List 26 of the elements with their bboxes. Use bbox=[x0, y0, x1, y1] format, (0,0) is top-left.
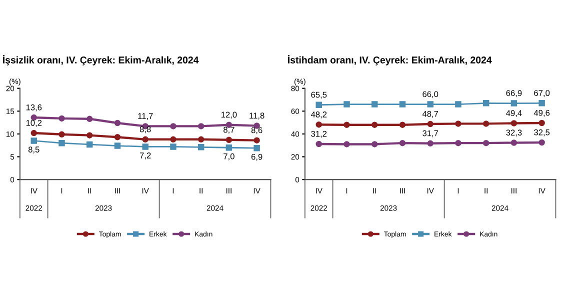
data-label: 48,7 bbox=[422, 110, 438, 118]
data-label: 48,2 bbox=[310, 112, 327, 118]
data-label: 31,7 bbox=[422, 130, 438, 138]
data-label: 8,5 bbox=[28, 146, 40, 154]
data-label: 65,5 bbox=[311, 92, 327, 99]
data-label: 31,2 bbox=[311, 130, 327, 138]
data-label: 32,5 bbox=[534, 129, 550, 136]
data-label: 49,6 bbox=[534, 110, 550, 117]
data-label: 67,0 bbox=[534, 90, 550, 97]
data-label: 11,7 bbox=[138, 113, 153, 120]
data-label: 10,2 bbox=[26, 120, 42, 127]
data-label: 13,6 bbox=[26, 104, 42, 112]
data-label: 66,9 bbox=[506, 90, 522, 98]
data-label: 8,6 bbox=[251, 127, 262, 134]
data-label: 6,9 bbox=[251, 154, 262, 161]
data-label: 11,8 bbox=[250, 112, 264, 120]
data-label: 8,8 bbox=[140, 126, 151, 134]
data-label: 8,7 bbox=[224, 126, 234, 134]
data-label: 7,2 bbox=[140, 152, 151, 160]
data-label: 66,0 bbox=[422, 91, 438, 98]
chart-title: İşsizlik oranı, IV. Çeyrek: Ekim-Aralık, 2024 bbox=[3, 55, 199, 66]
data-label: 49,4 bbox=[506, 110, 522, 118]
data-label: 32,3 bbox=[506, 130, 522, 137]
data-label: 12,0 bbox=[221, 112, 237, 119]
chart-title: İstihdam oranı, IV. Çeyrek: Ekim-Aralık, 2024 bbox=[288, 55, 492, 66]
data-label: 7,0 bbox=[224, 153, 234, 160]
